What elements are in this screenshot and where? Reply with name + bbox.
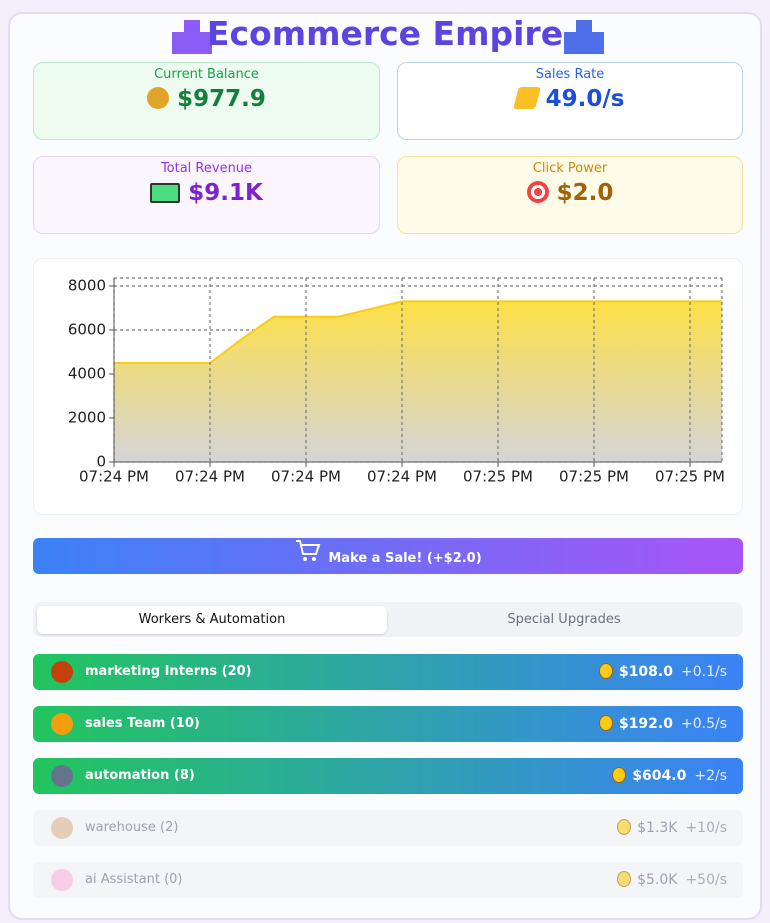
area	[114, 301, 722, 462]
x-tick-label: 07:25 PM	[559, 468, 629, 486]
y-tick-label: 2000	[68, 409, 106, 427]
worker-price: $1.3K +10/s	[617, 810, 727, 846]
stat-label: Sales Rate	[535, 67, 605, 82]
worker-icon	[51, 713, 73, 735]
x-tick-label: 07:25 PM	[463, 468, 533, 486]
worker-rate: +2/s	[694, 768, 727, 784]
stat-card: Total Revenue $9.1K	[33, 156, 380, 234]
stat-card: Click Power $2.0	[397, 156, 743, 234]
worker-name: marketing Interns (20)	[85, 664, 252, 679]
worker-cost: $192.0	[618, 716, 673, 732]
tab[interactable]: Workers & Automation	[37, 606, 387, 634]
worker-name: automation (8)	[85, 768, 195, 783]
x-tick-label: 07:24 PM	[271, 468, 341, 486]
worker-icon	[51, 765, 73, 787]
worker-price: $604.0 +2/s	[612, 758, 727, 794]
worker-price: $108.0 +0.1/s	[598, 654, 727, 690]
stat-label: Current Balance	[154, 67, 259, 82]
worker-cost: $1.3K	[637, 820, 678, 836]
worker-icon	[51, 661, 73, 683]
worker-name: sales Team (10)	[85, 716, 200, 731]
worker-icon	[51, 869, 73, 891]
y-tick-label: 0	[96, 453, 106, 471]
sale-button[interactable]: Make a Sale! (+$2.0)	[33, 538, 743, 574]
stat-label: Click Power	[532, 161, 608, 176]
worker-name: ai Assistant (0)	[85, 872, 183, 887]
stat-value: $977.9	[177, 86, 266, 112]
worker-row[interactable]: automation (8) $604.0 +2/s	[33, 758, 743, 794]
chart: 0 2000 4000 6000 8000 07:24 PM 07:24 PM 07:24 P…	[68, 277, 725, 486]
worker-rate: +0.1/s	[680, 664, 727, 680]
x-tick-label: 07:24 PM	[367, 468, 437, 486]
worker-rate: +0.5/s	[680, 716, 727, 732]
coin-icon	[598, 663, 613, 679]
stat-card: Sales Rate 49.0/s	[397, 62, 743, 140]
button-label: Make a Sale! (+$2.0)	[328, 551, 482, 566]
worker-cost: $108.0	[618, 664, 673, 680]
worker-cost: $604.0	[632, 768, 687, 784]
title-icon	[564, 20, 604, 54]
worker-rate: +10/s	[685, 820, 727, 836]
worker-row[interactable]: marketing Interns (20) $108.0 +0.1/s	[33, 654, 743, 690]
title: Ecommerce Empire	[206, 14, 564, 53]
stat-value: 49.0/s	[545, 86, 625, 112]
x-tick-label: 07:25 PM	[655, 468, 725, 486]
stat-value: $2.0	[556, 180, 614, 206]
tab[interactable]: Special Upgrades	[507, 612, 621, 627]
worker-name: warehouse (2)	[85, 820, 179, 835]
coin-icon	[617, 819, 632, 835]
cart-icon	[296, 540, 321, 561]
worker-row[interactable]: sales Team (10) $192.0 +0.5/s	[33, 706, 743, 742]
stat-label: Total Revenue	[160, 161, 253, 176]
coin-icon	[598, 715, 613, 731]
title-icon	[172, 20, 212, 54]
y-tick-label: 4000	[68, 365, 106, 383]
stat-card: Current Balance $977.9	[33, 62, 380, 140]
tab-bar: Workers & Automation Special Upgrades	[33, 602, 743, 637]
worker-rate: +50/s	[685, 872, 727, 888]
worker-price: $192.0 +0.5/s	[598, 706, 727, 742]
worker-row[interactable]: ai Assistant (0) $5.0K +50/s	[33, 862, 743, 898]
worker-price: $5.0K +50/s	[617, 862, 727, 898]
y-tick-label: 8000	[68, 277, 106, 295]
x-tick-label: 07:24 PM	[79, 468, 149, 486]
coin-icon	[617, 871, 632, 887]
stat-value: $9.1K	[188, 180, 263, 206]
worker-cost: $5.0K	[637, 872, 678, 888]
x-tick-label: 07:24 PM	[175, 468, 245, 486]
coin-icon	[612, 767, 627, 783]
line	[114, 300, 722, 364]
worker-row[interactable]: warehouse (2) $1.3K +10/s	[33, 810, 743, 846]
worker-icon	[51, 817, 73, 839]
y-tick-label: 6000	[68, 321, 106, 339]
